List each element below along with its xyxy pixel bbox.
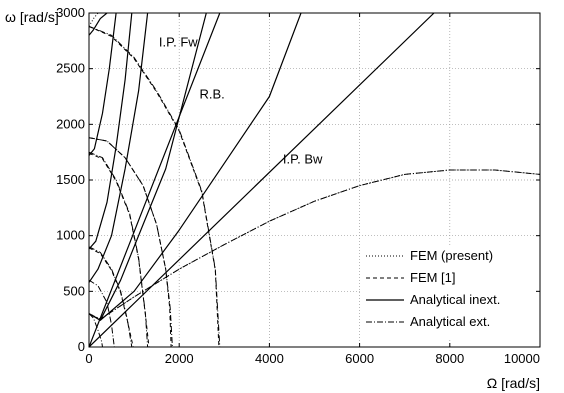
series-line-14-dashdot [89,313,103,347]
series-line-3-solid [89,13,207,321]
series-line-8-dashdot [89,169,540,320]
series-line-4-solid [89,13,149,283]
x-tick-label-2: 4000 [255,351,284,366]
legend: FEM (present) FEM [1] Analytical inext. Ana… [360,247,534,340]
series-line-0-solid [89,13,221,347]
series-line-17-dashed [89,152,150,347]
series-line-20-dotted [89,13,103,27]
x-tick-label-0: 0 [85,351,92,366]
series-line-6-solid [89,13,117,156]
y-tick-label-3: 1500 [56,172,85,187]
annotation-0: I.P. Fw [159,34,198,49]
series-line-7-solid [89,13,108,36]
tick-labels: 0 2000 4000 6000 8000 10000 0 500 1000 1500 2000 25… [56,5,540,366]
y-tick-label-4: 2000 [56,116,85,131]
y-tick-label-6: 3000 [56,5,85,20]
ticks [88,12,541,348]
y-axis-label: ω [rad/s] [5,9,59,25]
legend-label-0: FEM (present) [410,248,493,263]
x-tick-label-4: 8000 [435,351,464,366]
legend-label-3: Analytical ext. [410,314,490,329]
series-line-2-solid [99,13,302,321]
y-tick-label-2: 1000 [56,228,85,243]
series-line-13-dashdot [89,279,115,347]
series-line-16-dashed [89,137,172,347]
legend-box [360,247,534,340]
x-tick-label-5: 10000 [504,351,540,366]
x-tick-label-1: 2000 [165,351,194,366]
series-line-15-dashed [89,25,220,347]
legend-label-2: Analytical inext. [410,292,500,307]
legend-label-1: FEM [1] [410,270,456,285]
y-tick-label-0: 0 [78,339,85,354]
x-axis-label: Ω [rad/s] [487,375,540,391]
annotations: I.P. Fw R.B. I.P. Bw [159,34,323,166]
series-line-5-solid [89,13,133,250]
y-tick-label-1: 500 [63,283,85,298]
annotation-1: R.B. [199,87,224,102]
series-layer [89,13,540,347]
annotation-2: I.P. Bw [283,151,323,166]
y-tick-label-5: 2500 [56,61,85,76]
series-line-9-dashdot [89,25,221,347]
series-line-1-solid [89,13,435,347]
series-line-18-dashed [89,247,134,347]
x-tick-label-3: 6000 [345,351,374,366]
